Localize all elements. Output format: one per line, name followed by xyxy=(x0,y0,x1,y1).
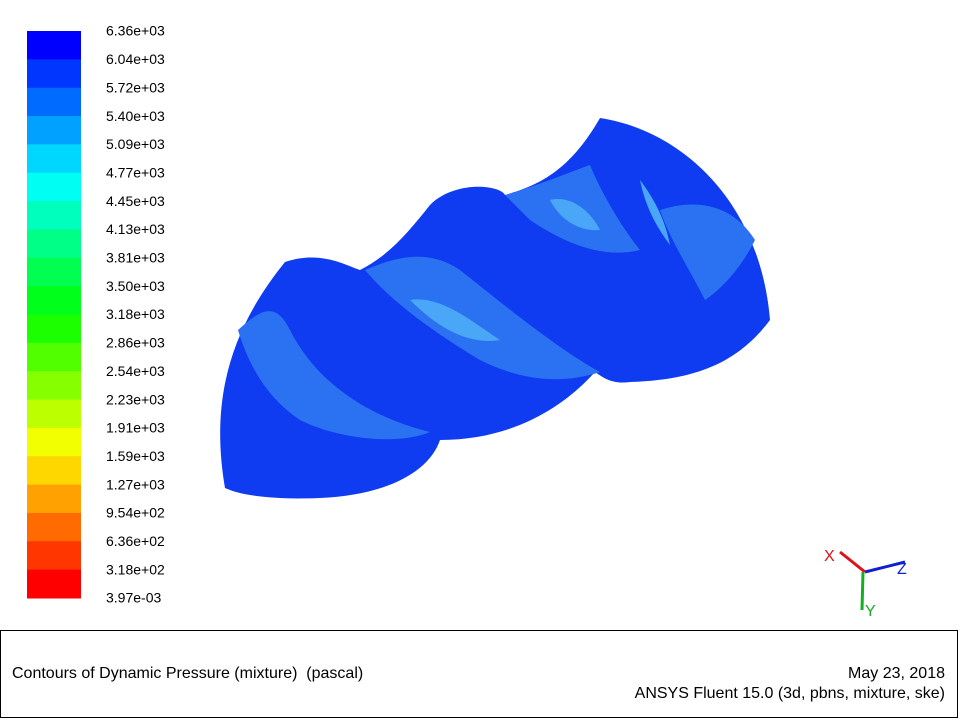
colorbar-swatch xyxy=(27,31,81,60)
pressure-band xyxy=(238,311,430,440)
colorbar-label: 3.18e+02 xyxy=(106,561,165,577)
z-axis-label: Z xyxy=(897,561,907,578)
colorbar-label: 1.27e+03 xyxy=(106,476,165,492)
colorbar-label: 2.23e+03 xyxy=(106,391,165,407)
colorbar: 6.36e+03 6.04e+03 5.72e+03 5.40e+03 5.09e+03… xyxy=(27,23,165,606)
colorbar-swatch xyxy=(27,399,81,429)
colorbar-label: 5.72e+03 xyxy=(106,79,165,95)
colorbar-swatch xyxy=(27,201,81,230)
colorbar-label: 3.97e-03 xyxy=(106,590,161,606)
axis-triad: X Z Y xyxy=(824,548,907,620)
colorbar-swatch xyxy=(27,257,81,287)
pressure-band xyxy=(660,204,755,300)
colorbar-label: 3.18e+03 xyxy=(106,306,165,322)
colorbar-label: 2.86e+03 xyxy=(106,335,165,351)
colorbar-swatch xyxy=(27,371,81,401)
graphics-view: 6.36e+03 6.04e+03 5.72e+03 5.40e+03 5.09e+03… xyxy=(27,23,907,620)
colorbar-label: 5.40e+03 xyxy=(106,108,165,124)
z-axis-arrow xyxy=(864,560,906,574)
x-axis-arrow xyxy=(839,550,866,574)
colorbar-label: 4.13e+03 xyxy=(106,221,165,237)
colorbar-swatch xyxy=(27,541,81,571)
colorbar-swatch xyxy=(27,116,81,145)
y-axis-arrow xyxy=(860,571,865,611)
colorbar-label: 3.81e+03 xyxy=(106,250,165,266)
colorbar-swatch xyxy=(27,569,81,599)
colorbar-swatch xyxy=(27,484,81,514)
colorbar-label: 2.54e+03 xyxy=(106,363,165,379)
colorbar-swatch xyxy=(27,229,81,259)
colorbar-label: 5.09e+03 xyxy=(106,136,165,152)
colorbar-label: 1.91e+03 xyxy=(106,420,165,436)
colorbar-swatch xyxy=(27,456,81,486)
caption-software: ANSYS Fluent 15.0 (3d, pbns, mixture, sk… xyxy=(634,685,945,702)
pressure-band xyxy=(365,256,600,380)
colorbar-swatch xyxy=(27,59,81,89)
colorbar-swatch xyxy=(27,342,81,372)
pressure-band xyxy=(410,299,500,341)
caption-date: May 23, 2018 xyxy=(848,665,945,682)
geometry xyxy=(220,118,770,499)
pressure-band xyxy=(640,180,670,245)
colorbar-label: 3.50e+03 xyxy=(106,278,165,294)
caption-box: Contours of Dynamic Pressure (mixture) (… xyxy=(0,630,958,718)
colorbar-swatch xyxy=(27,427,81,457)
y-axis-label: Y xyxy=(865,603,876,620)
x-axis-label: X xyxy=(824,548,835,565)
colorbar-swatch xyxy=(27,314,81,344)
colorbar-label: 6.36e+02 xyxy=(106,533,165,549)
colorbar-label: 1.59e+03 xyxy=(106,448,165,464)
colorbar-swatch xyxy=(27,286,81,315)
colorbar-label: 4.77e+03 xyxy=(106,164,165,180)
colorbar-swatch xyxy=(27,144,81,174)
caption-title: Contours of Dynamic Pressure (mixture) (… xyxy=(12,665,364,682)
colorbar-swatch xyxy=(27,512,81,542)
colorbar-label: 4.45e+03 xyxy=(106,193,165,209)
colorbar-label: 9.54e+02 xyxy=(106,505,165,521)
colorbar-label: 6.04e+03 xyxy=(106,51,165,67)
colorbar-swatch xyxy=(27,172,81,202)
colorbar-label: 6.36e+03 xyxy=(106,23,165,39)
colorbar-swatch xyxy=(27,87,81,117)
pressure-band xyxy=(550,199,600,231)
